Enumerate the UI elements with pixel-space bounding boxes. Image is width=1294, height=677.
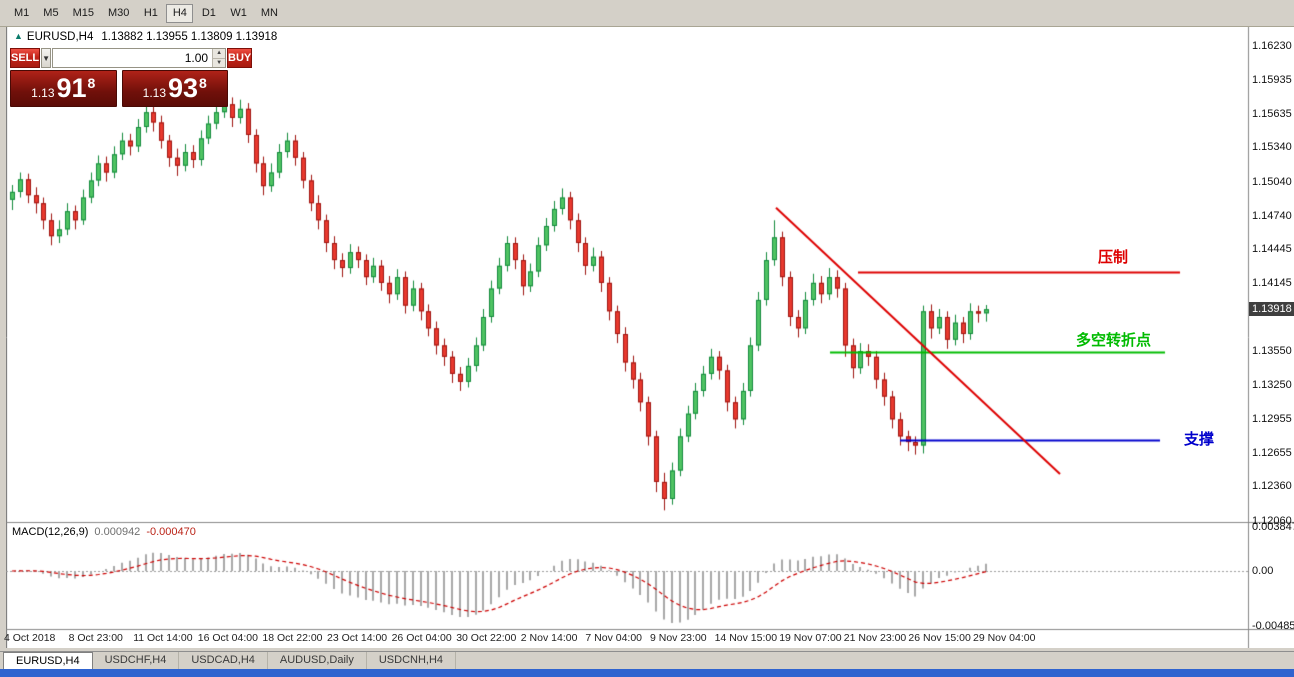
ohlc-values: 1.13882 1.13955 1.13809 1.13918	[101, 31, 278, 43]
timeframe-button-m15[interactable]: M15	[67, 4, 100, 23]
time-axis-label: 9 Nov 23:00	[650, 632, 707, 644]
timeframe-button-m30[interactable]: M30	[102, 4, 135, 23]
symbol-label: EURUSD,H4	[26, 31, 94, 43]
pivot-annotation-label: 多空转折点	[1076, 332, 1152, 349]
time-axis-label: 30 Oct 22:00	[456, 632, 517, 644]
price-axis-label: 1.14145	[1252, 277, 1292, 290]
timeframe-button-mn[interactable]: MN	[255, 4, 284, 23]
time-axis-label: 26 Nov 15:00	[908, 632, 971, 644]
chart-symbol-header: ▲ EURUSD,H4 1.13882 1.13955 1.13809 1.1391…	[14, 31, 277, 43]
buy-price-pipette: 8	[199, 75, 207, 91]
macd-axis-label: 0.00	[1252, 565, 1274, 577]
sell-price-big: 91	[56, 73, 87, 103]
macd-axis-label: 0.003847	[1252, 521, 1294, 533]
time-axis-label: 7 Nov 04:00	[585, 632, 643, 644]
chevron-down-icon: ▼	[42, 53, 51, 63]
macd-main-value: 0.000942	[94, 526, 141, 538]
sell-price-prefix: 1.13	[31, 86, 55, 100]
timeframe-button-d1[interactable]: D1	[195, 4, 222, 23]
price-axis-label: 1.13550	[1252, 345, 1292, 358]
lot-size-stepper: ▲ ▼	[212, 49, 226, 67]
timeframe-button-w1[interactable]: W1	[224, 4, 253, 23]
support-annotation-label: 支撑	[1184, 431, 1215, 448]
price-axis-label: 1.13250	[1252, 379, 1292, 392]
time-axis-label: 18 Oct 22:00	[262, 632, 323, 644]
time-axis-label: 29 Nov 04:00	[973, 632, 1036, 644]
price-axis-label: 1.16230	[1252, 40, 1292, 53]
time-axis-label: 21 Nov 23:00	[843, 632, 907, 644]
timeframe-toolbar: M1 M5 M15 M30 H1 H4 D1 W1 MN	[0, 0, 1294, 27]
macd-name: MACD(12,26,9)	[12, 526, 89, 538]
buy-button[interactable]: BUY	[227, 48, 253, 68]
spinner-down-icon[interactable]: ▼	[213, 58, 226, 67]
sell-button[interactable]: SELL	[10, 48, 41, 68]
trade-price-row: 1.13 91 8 1.13 93 8	[10, 70, 228, 107]
trade-controls-row: SELL ▼ ▲ ▼ BUY	[10, 48, 253, 68]
price-axis-label: 1.14445	[1252, 243, 1292, 256]
buy-price-display[interactable]: 1.13 93 8	[121, 70, 228, 107]
time-axis-label: 16 Oct 04:00	[197, 632, 258, 644]
time-axis-label: 4 Oct 2018	[4, 632, 56, 644]
uptrend-arrow-icon: ▲	[14, 31, 23, 41]
one-click-trading-panel: SELL ▼ ▲ ▼ BUY 1.13 91 8 1.13 93 8	[10, 48, 253, 107]
timeframe-button-h4[interactable]: H4	[166, 3, 194, 23]
lot-size-input[interactable]	[53, 49, 213, 67]
buy-price-big: 93	[168, 73, 199, 103]
time-axis-label: 8 Oct 23:00	[68, 632, 123, 644]
chart-tab-usdcad[interactable]: USDCAD,H4	[179, 652, 268, 669]
current-price-badge: 1.13918	[1249, 302, 1294, 317]
order-options-dropdown[interactable]: ▼	[41, 48, 52, 68]
timeframe-button-m1[interactable]: M1	[8, 4, 35, 23]
price-axis-label: 1.12655	[1252, 446, 1292, 459]
timeframe-button-h1[interactable]: H1	[137, 4, 164, 23]
price-axis-label: 1.15935	[1252, 73, 1292, 86]
chart-tab-eurusd[interactable]: EURUSD,H4	[3, 652, 93, 669]
sell-price-pipette: 8	[87, 75, 96, 91]
resistance-annotation-label: 压制	[1098, 249, 1129, 266]
chart-tab-usdcnh[interactable]: USDCNH,H4	[367, 652, 457, 669]
price-axis-label: 1.12955	[1252, 412, 1292, 425]
time-axis-label: 26 Oct 04:00	[391, 632, 452, 644]
price-axis-label: 1.12060	[1252, 514, 1292, 527]
spinner-up-icon[interactable]: ▲	[213, 49, 226, 59]
price-chart-canvas[interactable]	[6, 27, 1294, 648]
chart-tab-usdchf[interactable]: USDCHF,H4	[93, 652, 180, 669]
price-axis-label: 1.12360	[1252, 480, 1292, 493]
macd-axis-label: -0.004856	[1252, 620, 1294, 632]
price-axis-label: 1.15635	[1252, 107, 1292, 120]
taskbar-strip	[0, 669, 1294, 677]
time-axis-label: 11 Oct 14:00	[133, 632, 193, 644]
price-axis-label: 1.15340	[1252, 141, 1292, 154]
macd-indicator-label: MACD(12,26,9) 0.000942 -0.000470	[12, 526, 196, 538]
timeframe-button-m5[interactable]: M5	[37, 4, 64, 23]
chart-tab-bar: EURUSD,H4 USDCHF,H4 USDCAD,H4 AUDUSD,Daily U…	[0, 651, 1294, 669]
time-axis-label: 14 Nov 15:00	[714, 632, 778, 644]
time-axis-label: 2 Nov 14:00	[520, 632, 578, 644]
price-axis-label: 1.14740	[1252, 209, 1292, 222]
price-axis-label: 1.15040	[1252, 175, 1292, 188]
chart-tab-audusd[interactable]: AUDUSD,Daily	[268, 652, 367, 669]
sell-price-display[interactable]: 1.13 91 8	[10, 70, 117, 107]
macd-signal-value: -0.000470	[146, 526, 196, 538]
time-axis-label: 23 Oct 14:00	[327, 632, 388, 644]
time-axis-label: 19 Nov 07:00	[779, 632, 842, 644]
buy-price-prefix: 1.13	[142, 86, 166, 100]
lot-size-field: ▲ ▼	[52, 48, 227, 68]
